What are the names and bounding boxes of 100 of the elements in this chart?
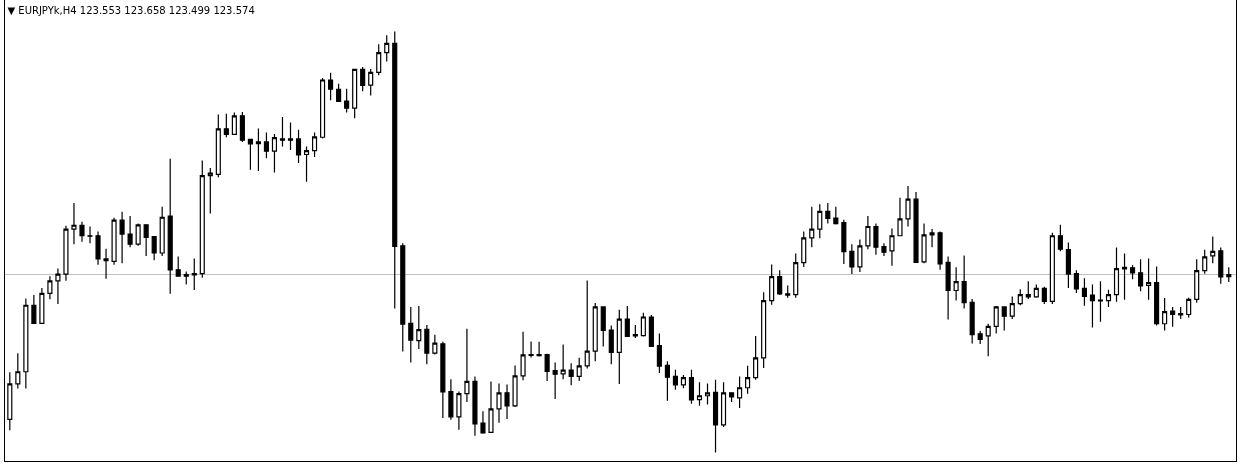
candlestick: [680, 374, 687, 389]
candlestick: [889, 228, 895, 267]
candlestick: [648, 314, 654, 348]
candlestick: [424, 324, 430, 365]
candlestick: [1057, 224, 1063, 252]
candlestick: [103, 248, 109, 280]
candlestick: [969, 298, 975, 345]
candlestick: [520, 331, 526, 381]
candlestick: [745, 365, 751, 395]
candlestick: [1017, 288, 1023, 306]
candlestick: [953, 266, 959, 302]
candlestick: [552, 361, 558, 400]
candlestick: [1009, 295, 1015, 320]
candlestick: [873, 222, 879, 256]
candlestick: [352, 68, 358, 119]
candlestick: [247, 138, 253, 171]
candlestick: [769, 263, 775, 306]
candlestick: [7, 371, 13, 431]
candlestick: [833, 206, 839, 225]
candlestick: [704, 382, 711, 406]
candlestick: [119, 211, 125, 264]
candlestick: [376, 43, 382, 76]
candlestick: [1001, 306, 1007, 332]
candlestick: [1162, 297, 1168, 332]
candlestick: [143, 224, 149, 257]
candlestick: [336, 83, 342, 103]
candlestick: [1129, 264, 1136, 280]
candlestick: [761, 291, 767, 369]
candlestick: [632, 324, 638, 339]
candlestick: [560, 343, 566, 380]
candlestick: [199, 159, 205, 279]
candlestick: [263, 132, 269, 159]
candlestick: [456, 390, 462, 431]
candlestick: [464, 328, 470, 403]
candlestick: [961, 254, 967, 310]
candlestick: [39, 287, 45, 324]
candlestick: [472, 375, 478, 437]
candlestick: [528, 340, 534, 359]
candlestick: [440, 341, 446, 419]
candlestick: [496, 382, 502, 424]
candlestick: [55, 268, 61, 305]
candlestick: [303, 145, 310, 183]
candlestick: [135, 222, 141, 247]
candlestick: [737, 375, 743, 409]
candlestick: [801, 230, 807, 268]
candlestick: [664, 360, 670, 402]
candlestick: [825, 202, 831, 225]
candlestick: [1138, 258, 1144, 292]
candlestick: [295, 129, 302, 164]
chart-title: ▼ EURJPYk,H4 123.553 123.658 123.499 123.574: [7, 5, 255, 17]
candlestick: [1025, 280, 1031, 300]
candlestick: [79, 221, 85, 243]
candlestick: [640, 312, 646, 337]
candlestick: [985, 323, 991, 357]
candlestick: [15, 352, 21, 390]
candlestick: [368, 68, 374, 97]
candlestick: [929, 228, 935, 248]
candlestick: [616, 309, 622, 385]
candlestick: [977, 330, 983, 345]
candlestick: [127, 215, 133, 248]
candlestick: [592, 302, 598, 362]
candlestick: [512, 364, 518, 408]
candlestick: [1202, 249, 1208, 275]
candlestick: [857, 238, 863, 273]
candlestick: [167, 158, 173, 295]
candlestick: [584, 279, 590, 369]
candlestick: [817, 203, 823, 239]
candlestick: [905, 185, 911, 228]
candlestick: [23, 297, 29, 390]
candlestick: [753, 335, 759, 381]
candlestick: [1081, 277, 1087, 307]
candlestick: [1154, 265, 1160, 327]
candlestick: [921, 222, 927, 264]
candlestick: [688, 369, 695, 405]
candlestick: [712, 379, 719, 454]
candlestick: [151, 236, 157, 261]
candlestick: [777, 269, 783, 296]
candlestick: [183, 270, 189, 286]
candlestick: [1226, 266, 1232, 283]
candlestick: [937, 230, 943, 271]
candlestick: [175, 255, 181, 278]
candlestick: [865, 215, 871, 250]
candlestick: [311, 132, 318, 158]
candlestick: [392, 30, 398, 310]
candlestick: [1210, 236, 1216, 264]
candlestick: [1186, 297, 1192, 319]
candlestick: [913, 191, 919, 263]
candlestick: [536, 341, 542, 358]
candlestick: [881, 242, 887, 257]
candlestick: [809, 206, 815, 248]
candlestick: [624, 305, 630, 337]
candlestick: [600, 306, 606, 348]
candlestick: [1073, 269, 1079, 294]
candlestick: [384, 34, 390, 63]
candlestick: [1170, 306, 1176, 328]
candlestick: [223, 113, 229, 138]
candlestick: [1033, 284, 1039, 299]
candlestick: [287, 121, 294, 151]
candlestick: [215, 113, 221, 178]
candlestick: [207, 167, 213, 215]
